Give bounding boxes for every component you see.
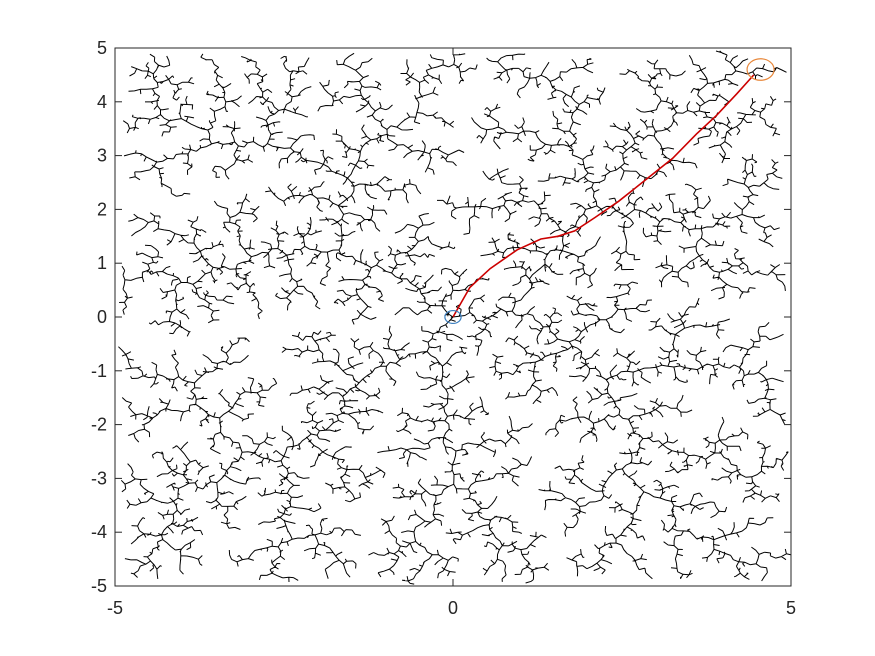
y-tick-label: 5 (97, 38, 107, 58)
solution-path (452, 74, 755, 318)
x-tick-label: -5 (107, 598, 123, 618)
y-tick-label: 0 (97, 307, 107, 327)
axis-ticks: -5 0 5 -5 -4 -3 -2 -1 0 1 2 3 4 5 (91, 38, 796, 618)
y-tick-label: 2 (97, 199, 107, 219)
start-marker (444, 309, 462, 325)
y-tick-label: -3 (91, 468, 107, 488)
y-tick-label: 3 (97, 146, 107, 166)
y-tick-label: -4 (91, 522, 107, 542)
markers (444, 58, 775, 325)
path-line (452, 74, 755, 318)
y-tick-label: -5 (91, 576, 107, 596)
y-tick-label: 4 (97, 92, 107, 112)
tree-edges (118, 50, 791, 585)
y-tick-label: -1 (91, 361, 107, 381)
y-tick-label: -2 (91, 415, 107, 435)
goal-marker (746, 58, 775, 81)
x-tick-label: 5 (786, 598, 796, 618)
tree-edge-set (118, 50, 791, 585)
x-tick-label: 0 (448, 598, 458, 618)
y-tick-label: 1 (97, 253, 107, 273)
